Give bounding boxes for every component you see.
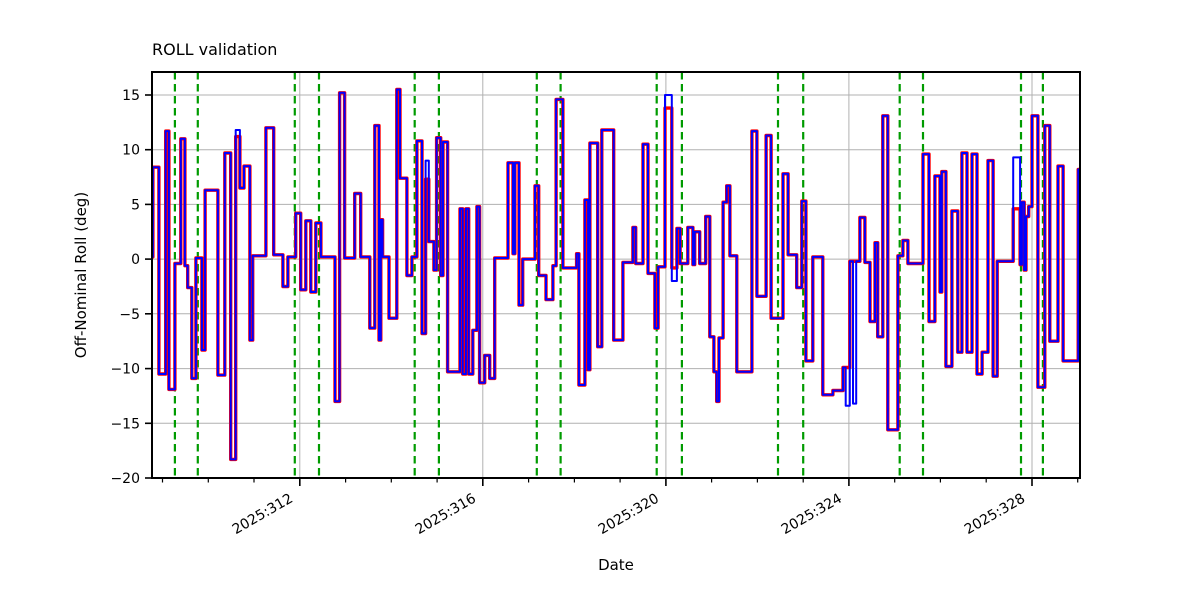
- event-marker-lines: [173, 72, 1045, 478]
- x-tick-label: 2025:312: [230, 491, 296, 538]
- y-tick-label: −20: [110, 471, 140, 487]
- y-axis-label: Off-Nominal Roll (deg): [72, 192, 90, 358]
- y-tick-label: 10: [122, 143, 140, 159]
- y-tick-label: 15: [122, 88, 140, 104]
- x-tick-label: 2025:324: [779, 491, 845, 538]
- axis-ticks: [145, 94, 1079, 486]
- x-tick-label: 2025:328: [962, 491, 1028, 538]
- plot-border: [151, 71, 1081, 479]
- y-tick-label: 0: [131, 252, 140, 268]
- blue-series-line: [152, 88, 1080, 461]
- y-tick-label: −15: [110, 416, 140, 432]
- axis-tick-labels: 15 10 5 0 −5 −10 −15 −20 2025:312 2025:316 2025:32…: [110, 88, 1028, 538]
- y-tick-label: −5: [119, 307, 140, 323]
- data-series: [152, 87, 1080, 462]
- chart-title: ROLL validation: [152, 40, 277, 59]
- y-tick-label: −10: [110, 362, 140, 378]
- y-tick-label: 5: [131, 197, 140, 213]
- x-tick-label: 2025:320: [596, 491, 662, 538]
- x-axis-label: Date: [598, 556, 634, 574]
- x-tick-label: 2025:316: [413, 491, 479, 538]
